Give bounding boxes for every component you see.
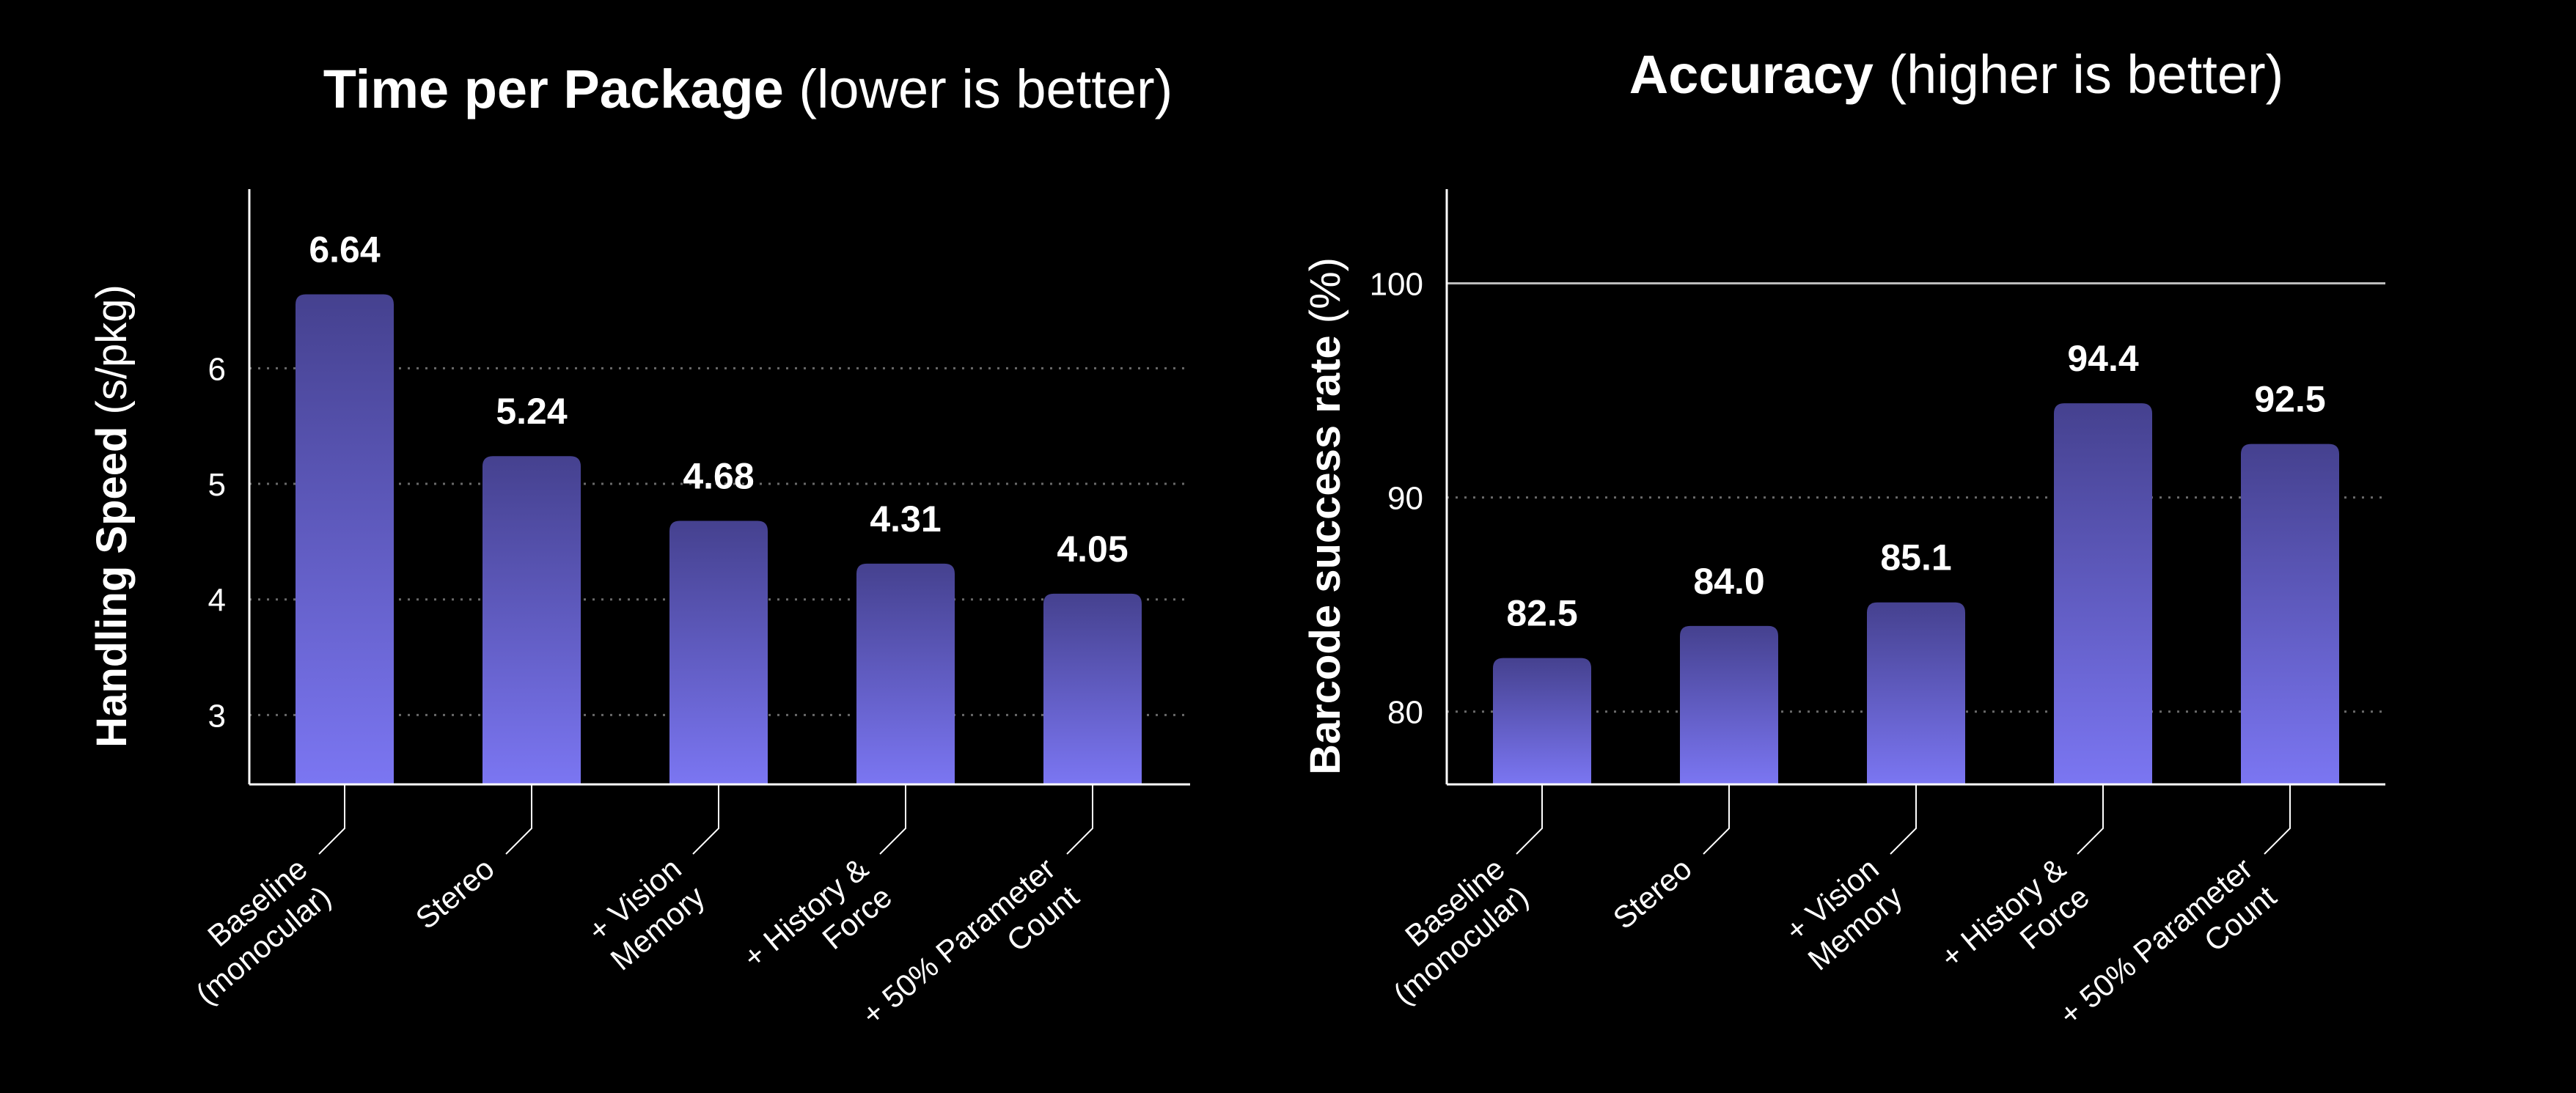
category-leader-line (1066, 784, 1093, 855)
data-label: 6.64 (309, 229, 381, 270)
chart-title-main: Time per Package (323, 59, 784, 119)
bar (669, 520, 768, 784)
category-leader-line (1516, 784, 1543, 855)
y-tick-label: 90 (1387, 481, 1423, 517)
data-label: 92.5 (2254, 379, 2325, 420)
category-label: + 50% ParameterCount (2052, 851, 2283, 1060)
data-label: 4.31 (870, 498, 941, 540)
category-label: + 50% ParameterCount (855, 851, 1085, 1060)
bar (482, 456, 581, 784)
chart-title-main: Accuracy (1629, 44, 1874, 105)
category-leader-line (2264, 784, 2291, 855)
y-axis-label: Handling Speed (s/pkg) (88, 284, 136, 748)
category-label: Stereo (1607, 851, 1698, 936)
category-leader-line (879, 784, 906, 855)
chart-title-subtitle: (lower is better) (784, 59, 1173, 119)
y-tick-label: 6 (208, 351, 226, 387)
y-tick-label: 4 (208, 583, 226, 619)
chart-title-subtitle: (higher is better) (1874, 44, 2283, 105)
bar (1493, 658, 1591, 784)
chart-time: Time per Package (lower is better) 3 4 5 6 Ha… (88, 59, 1190, 1060)
data-label: 84.0 (1693, 561, 1764, 602)
bar (296, 294, 394, 784)
data-label: 85.1 (1880, 537, 1951, 578)
category-label: + History &Force (736, 851, 898, 1003)
category-label: Stereo (409, 851, 501, 936)
category-leader-line (505, 784, 532, 855)
chart-title: Time per Package (lower is better) (323, 59, 1173, 119)
y-tick-label: 80 (1387, 695, 1423, 731)
data-label: 5.24 (496, 391, 568, 432)
category-leader-line (1703, 784, 1730, 855)
data-label: 94.4 (2067, 338, 2139, 379)
y-tick-label: 3 (208, 698, 226, 734)
y-tick-label: 5 (208, 467, 226, 503)
category-label: + History &Force (1934, 851, 2096, 1003)
category-leader-line (318, 784, 345, 855)
category-label: Baseline(monocular) (166, 851, 337, 1011)
bar (1867, 602, 1965, 784)
category-label: + VisionMemory (1777, 851, 1909, 977)
data-label: 4.68 (683, 456, 754, 497)
category-label: + VisionMemory (580, 851, 711, 977)
bar (856, 563, 955, 784)
chart-title: Accuracy (higher is better) (1629, 44, 2284, 105)
bar (1680, 625, 1778, 784)
category-leader-line (692, 784, 719, 855)
bar (1043, 593, 1142, 784)
category-label: Baseline(monocular) (1363, 851, 1535, 1011)
category-leader-line (1890, 784, 1917, 855)
y-axis-label: Barcode success rate (%) (1302, 257, 1349, 775)
data-label: 4.05 (1057, 529, 1128, 570)
y-tick-label: 100 (1370, 267, 1423, 303)
data-label: 82.5 (1506, 593, 1577, 634)
bar (2054, 403, 2152, 784)
bar (2241, 444, 2339, 784)
category-leader-line (2077, 784, 2104, 855)
chart-accuracy: Accuracy (higher is better) 80 90 100 Barcod… (1302, 44, 2385, 1060)
